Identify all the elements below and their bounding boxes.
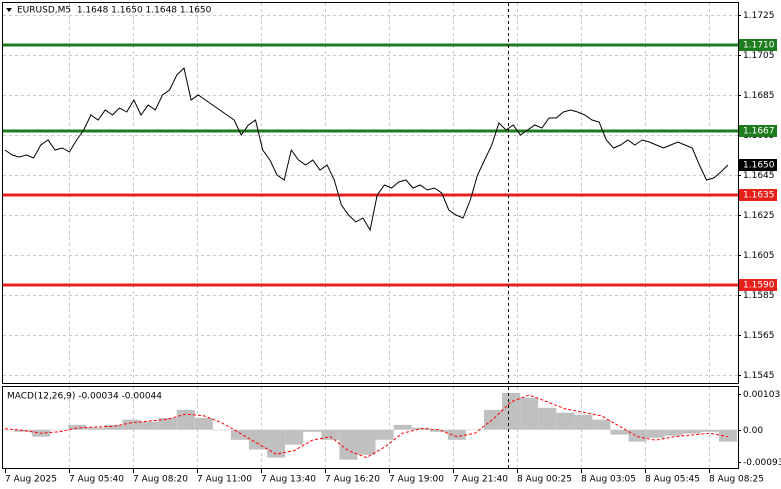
- histogram-bar: [538, 407, 557, 430]
- level-label: 1.1667: [743, 127, 775, 137]
- price-line: [4, 67, 729, 232]
- plot: [0, 43, 738, 460]
- histogram-bar: [429, 429, 448, 432]
- histogram-bar: [267, 429, 286, 458]
- y-tick-label: 1.1645: [743, 171, 775, 181]
- histogram-bar: [682, 429, 701, 434]
- main-frame: [2, 2, 739, 384]
- y-tick-label: 0.00: [743, 426, 763, 436]
- x-tick-label: 7 Aug 21:40: [453, 475, 508, 485]
- level-label-box: [739, 189, 777, 201]
- level-label-box: [739, 125, 777, 137]
- x-tick-label: 7 Aug 13:40: [261, 475, 316, 485]
- histogram-bar: [303, 429, 322, 432]
- histogram-bar: [592, 419, 611, 430]
- histogram-bar: [628, 429, 647, 442]
- y-tick-label: -0.00093: [743, 458, 781, 468]
- histogram-bar: [321, 429, 340, 440]
- histogram-bar: [447, 429, 466, 440]
- y-tick-label: 1.1565: [743, 331, 775, 341]
- macd-frame: [2, 386, 739, 469]
- histogram-bar: [718, 429, 738, 442]
- histogram-bar: [664, 429, 683, 436]
- histogram-bar: [610, 429, 629, 435]
- current-price-label: 1.1650: [743, 161, 775, 171]
- histogram-bar: [520, 397, 539, 430]
- level-label: 1.1590: [743, 281, 775, 291]
- histogram-bar: [375, 429, 394, 440]
- level-label: 1.1710: [743, 41, 775, 51]
- x-tick-label: 7 Aug 08:20: [133, 475, 188, 485]
- histogram-bar: [700, 429, 719, 432]
- level-label-box: [739, 279, 777, 291]
- histogram-bar: [502, 392, 521, 430]
- x-tick-label: 8 Aug 05:45: [645, 475, 700, 485]
- y-tick-label: 1.1685: [743, 91, 775, 101]
- histogram-bar: [176, 409, 195, 430]
- x-tick-label: 7 Aug 16:20: [325, 475, 380, 485]
- histogram-bar: [249, 429, 268, 450]
- histogram-bar: [285, 429, 304, 445]
- signal-line: [4, 394, 729, 459]
- x-tick-label: 7 Aug 11:00: [197, 475, 252, 485]
- histogram-bar: [140, 421, 159, 430]
- histogram-bar: [194, 417, 213, 430]
- histogram-bar: [646, 429, 665, 438]
- histogram-bar: [339, 429, 358, 460]
- x-tick-label: 8 Aug 00:25: [517, 475, 572, 485]
- y-tick-label: 1.1585: [743, 291, 775, 301]
- histogram-bar: [574, 414, 593, 430]
- macd-title: MACD(12,26,9) -0.00034 -0.00044: [7, 392, 162, 402]
- x-tick-label: 7 Aug 19:00: [389, 475, 444, 485]
- level-label-box: [739, 39, 777, 51]
- histogram-bar: [357, 429, 376, 455]
- histogram-bar: [465, 429, 484, 431]
- x-tick-label: 8 Aug 08:25: [709, 475, 764, 485]
- histogram-bar: [50, 429, 69, 431]
- histogram-bar: [86, 427, 105, 430]
- x-tick-label: 8 Aug 03:05: [581, 475, 636, 485]
- histogram-bar: [158, 417, 177, 430]
- y-tick-label: 1.1725: [743, 11, 775, 21]
- histogram-bar: [104, 424, 123, 430]
- histogram-bar: [393, 424, 412, 430]
- grid: [3, 3, 738, 468]
- y-tick-label: 1.1545: [743, 371, 775, 381]
- histogram-bar: [0, 429, 15, 431]
- histogram-bar: [212, 429, 231, 431]
- y-tick-label: 1.1705: [743, 51, 775, 61]
- labels: 7 Aug 2025 7 Aug 05:40 7 Aug 08:20 7 Aug 11…: [5, 11, 781, 485]
- level-label: 1.1635: [743, 191, 775, 201]
- x-tick-label: 7 Aug 2025: [5, 475, 57, 485]
- chart-title: EURUSD,M5 1.1648 1.1650 1.1648 1.1650: [17, 6, 212, 16]
- y-tick-label: 0.00103: [743, 390, 780, 400]
- histogram-bar: [14, 429, 33, 432]
- x-tick-label: 7 Aug 05:40: [69, 475, 124, 485]
- y-tick-label: 1.1625: [743, 211, 775, 221]
- histogram-bar: [68, 424, 87, 430]
- y-tick-label: 1.1605: [743, 251, 775, 261]
- histogram-bar: [122, 419, 141, 430]
- current-price-box: [739, 159, 777, 171]
- histogram-bar: [556, 412, 575, 430]
- histogram-bar: [230, 429, 250, 440]
- menu-triangle: [6, 8, 12, 12]
